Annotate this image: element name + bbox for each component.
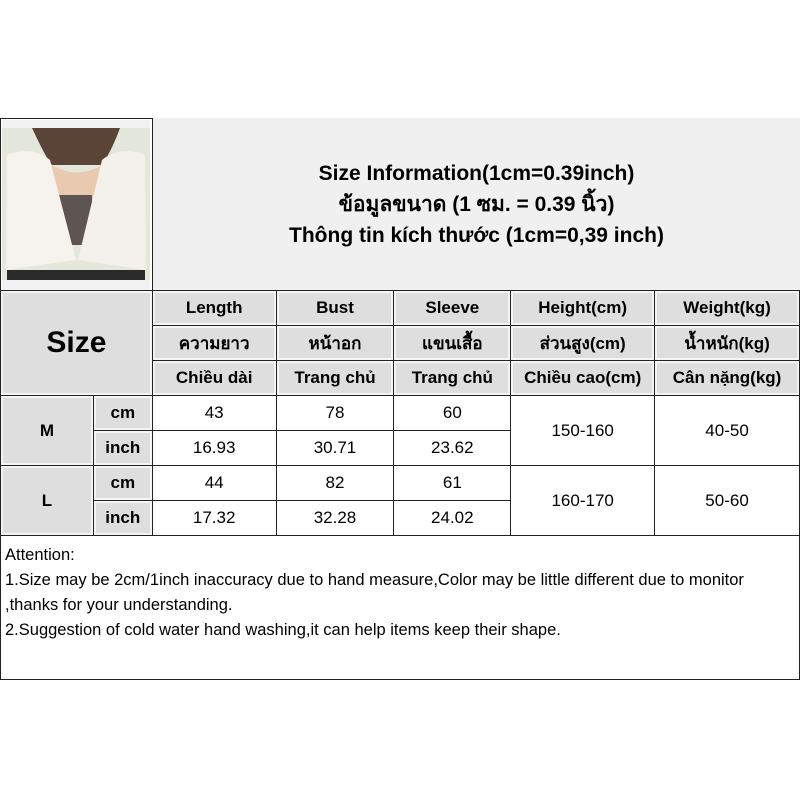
size-header: Size [0,290,153,396]
col-weight-en: Weight(kg) [654,290,800,326]
weight-range: 50-60 [654,465,800,536]
table-row: inch 17.32 32.28 24.02 [1,500,800,536]
cell: 24.02 [393,500,512,536]
col-sleeve-th: แขนเสื้อ [393,325,512,361]
col-bust-th: หน้าอก [275,325,395,361]
product-photo [2,120,150,290]
table-row: M cm 43 78 60 150-160 40-50 [0,395,800,466]
col-height-en: Height(cm) [510,290,656,326]
size-l: L [0,465,94,536]
col-weight-th: น้ำหนัก(kg) [654,325,800,361]
cell: 61 [393,465,512,501]
size-info-header: Size Information(1cm=0.39inch) ข้อมูลขนา… [152,118,800,290]
unit-inch: inch [92,430,153,466]
cell: 23.62 [393,430,512,466]
unit-inch: inch [92,500,153,536]
height-range: 150-160 [510,395,656,466]
title-thai: ข้อมูลขนาด (1 ซม. = 0.39 นิ้ว) [338,192,615,216]
attention-line-2: 2.Suggestion of cold water hand washing,… [5,621,561,639]
cell: 78 [275,395,395,431]
table-row: L cm 44 82 61 160-170 50-60 [0,465,800,536]
cell: 32.28 [275,500,395,536]
col-weight-vi: Cân nặng(kg) [654,360,800,396]
col-length-en: Length [151,290,277,326]
col-length-vi: Chiều dài [151,360,277,396]
weight-range: 40-50 [654,395,800,466]
attention-line-1: 1.Size may be 2cm/1inch inaccuracy due t… [5,571,744,614]
col-sleeve-vi: Trang chủ [393,360,512,396]
col-bust-en: Bust [275,290,395,326]
size-m: M [0,395,94,466]
attention-title: Attention: [5,546,75,564]
unit-cm: cm [92,465,153,501]
cell: 43 [151,395,277,431]
col-bust-vi: Trang chủ [275,360,395,396]
cell: 16.93 [151,430,277,466]
cell: 82 [275,465,395,501]
title-english: Size Information(1cm=0.39inch) [318,161,635,185]
title-vietnamese: Thông tin kích thước (1cm=0,39 inch) [289,223,664,247]
cell: 17.32 [151,500,277,536]
attention-notes: Attention: 1.Size may be 2cm/1inch inacc… [0,541,800,680]
size-table: Size Length Bust Sleeve Height(cm) Weigh… [0,290,800,536]
col-height-vi: Chiều cao(cm) [510,360,656,396]
cell: 44 [151,465,277,501]
col-length-th: ความยาว [151,325,277,361]
height-range: 160-170 [510,465,656,536]
col-height-th: ส่วนสูง(cm) [510,325,656,361]
col-sleeve-en: Sleeve [393,290,512,326]
unit-cm: cm [92,395,153,431]
cell: 30.71 [275,430,395,466]
cell: 60 [393,395,512,431]
